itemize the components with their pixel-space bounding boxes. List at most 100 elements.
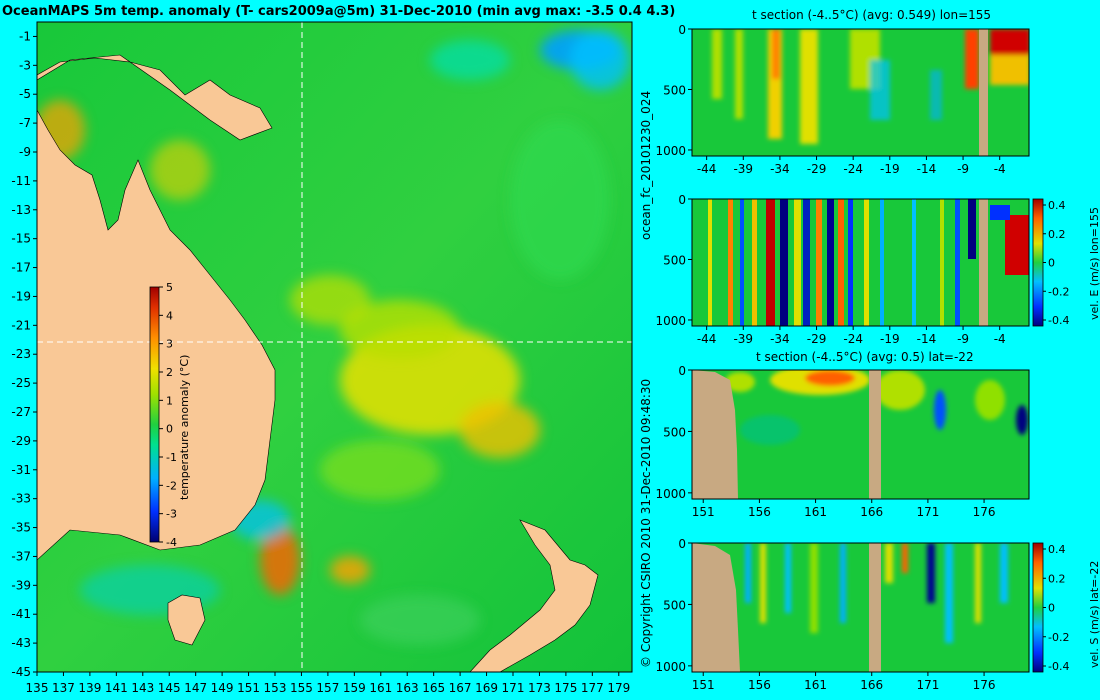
- panel-3-title: t section (-4..5°C) (avg: 0.5) lat=-22: [756, 350, 974, 364]
- vel-colorbar-tick-label: -0.4: [1048, 660, 1069, 673]
- colorbar-tick-label: -3: [166, 508, 177, 521]
- map-y-tick-label: -37: [11, 549, 31, 563]
- section-y-tick-label: 0: [678, 23, 686, 37]
- map-x-tick-label: 173: [528, 681, 551, 695]
- colorbar-tick-label: 3: [166, 338, 173, 351]
- section-x-tick-label: -24: [843, 162, 863, 176]
- vel-s-colorbar-label: vel. S (m/s) lat=-22: [1088, 560, 1100, 668]
- vel-s-colorbar: [1032, 542, 1044, 673]
- map-x-tick-label: 159: [343, 681, 366, 695]
- section-y-tick-label: 500: [663, 425, 686, 439]
- panel-t-section-lat: [692, 370, 1029, 499]
- panel-3-axes: 151 156 161 166 171 176 0 500 1000: [655, 364, 995, 519]
- section-y-tick-label: 500: [663, 598, 686, 612]
- section-x-tick-label: -14: [917, 162, 937, 176]
- map-y-tick-label: -11: [11, 174, 31, 188]
- map-x-tick-label: 177: [581, 681, 604, 695]
- map-x-tick-label: 145: [158, 681, 181, 695]
- section-x-tick-label: 161: [804, 678, 827, 692]
- map-x-tick-label: 179: [607, 681, 630, 695]
- vel-colorbar-tick-label: 0.2: [1048, 572, 1066, 585]
- section-x-tick-label: 176: [973, 505, 996, 519]
- section-y-tick-label: 500: [663, 253, 686, 267]
- section-y-tick-label: 0: [678, 364, 686, 378]
- map-y-tick-label: -31: [11, 463, 31, 477]
- map-y-tick-label: -35: [11, 521, 31, 535]
- section-x-tick-label: 156: [748, 678, 771, 692]
- section-x-tick-label: 176: [973, 678, 996, 692]
- vel-colorbar-tick-label: 0: [1048, 257, 1055, 270]
- map-x-tick-label: 157: [316, 681, 339, 695]
- vel-colorbar-tick-label: 0: [1048, 602, 1055, 615]
- section-x-tick-label: 166: [860, 505, 883, 519]
- run-label: ocean_fc_20101230_024: [639, 90, 653, 240]
- section-x-tick-label: -29: [807, 332, 827, 346]
- map-y-tick-label: -23: [11, 347, 31, 361]
- map-x-tick-label: 169: [475, 681, 498, 695]
- panel-1-title: t section (-4..5°C) (avg: 0.549) lon=155: [752, 8, 992, 22]
- map-x-tick-label: 155: [290, 681, 313, 695]
- map-y-tick-label: -45: [11, 665, 31, 679]
- section-x-tick-label: -34: [770, 162, 790, 176]
- map-x-tick-label: 149: [211, 681, 234, 695]
- map-x-tick-label: 151: [237, 681, 260, 695]
- section-x-tick-label: -14: [917, 332, 937, 346]
- section-x-tick-label: -9: [957, 162, 969, 176]
- vel-colorbar-tick-label: -0.4: [1048, 314, 1069, 327]
- map-y-tick-label: -43: [11, 636, 31, 650]
- map-x-tick-label: 147: [184, 681, 207, 695]
- map-y-tick-label: -33: [11, 492, 31, 506]
- colorbar-tick-label: 4: [166, 309, 173, 322]
- map-y-tick-label: -13: [11, 203, 31, 217]
- map-y-tick-label: -29: [11, 434, 31, 448]
- map-x-tick-label: 135: [26, 681, 49, 695]
- section-x-tick-label: -4: [994, 162, 1006, 176]
- map-x-tick-label: 167: [449, 681, 472, 695]
- map-x-tick-label: 161: [369, 681, 392, 695]
- colorbar-tick-label: -2: [166, 479, 177, 492]
- colorbar-tick-label: 5: [166, 281, 173, 294]
- panel-vel-e-section: [692, 199, 1029, 326]
- colorbar-tick-label: 1: [166, 394, 173, 407]
- section-x-tick-label: 161: [804, 505, 827, 519]
- map-field: [37, 22, 632, 672]
- map-y-tick-label: -25: [11, 376, 31, 390]
- map-y-tick-label: -3: [19, 58, 31, 72]
- map-y-tick-label: -39: [11, 578, 31, 592]
- vel-e-colorbar: [1032, 198, 1044, 327]
- colorbar-tick-label: 2: [166, 366, 173, 379]
- map-y-axis: -1 -3 -5 -7 -9 -11 -13 -15 -17 -19 -21 -23 -25 -27 -29…: [11, 29, 37, 679]
- map-x-tick-label: 163: [396, 681, 419, 695]
- map-x-tick-label: 171: [502, 681, 525, 695]
- vel-colorbar-tick-label: 0.4: [1048, 199, 1066, 212]
- vel-colorbar-tick-label: -0.2: [1048, 285, 1069, 298]
- map-x-tick-label: 137: [52, 681, 75, 695]
- colorbar-tick-label: -1: [166, 451, 177, 464]
- section-y-tick-label: 1000: [655, 314, 686, 328]
- map-y-tick-label: -41: [11, 607, 31, 621]
- section-x-tick-label: 171: [916, 678, 939, 692]
- section-x-tick-label: -39: [733, 162, 753, 176]
- section-x-tick-label: -4: [994, 332, 1006, 346]
- panel-vel-s-section: [692, 543, 1029, 672]
- vel-colorbar-tick-label: -0.2: [1048, 631, 1069, 644]
- section-y-tick-label: 1000: [655, 487, 686, 501]
- map-y-tick-label: -17: [11, 261, 31, 275]
- map-x-axis: 135 137 139 141 143 145 147 149 151 153 155 157 159 1…: [26, 672, 630, 695]
- section-y-tick-label: 0: [678, 193, 686, 207]
- section-x-tick-label: -24: [843, 332, 863, 346]
- section-y-tick-label: 0: [678, 537, 686, 551]
- section-y-tick-label: 500: [663, 83, 686, 97]
- map-x-tick-label: 139: [78, 681, 101, 695]
- section-x-tick-label: 166: [860, 678, 883, 692]
- section-x-tick-label: -44: [697, 332, 717, 346]
- section-x-tick-label: -29: [807, 162, 827, 176]
- vel-e-colorbar-label: vel. E (m/s) lon=155: [1088, 207, 1100, 320]
- section-y-tick-label: 1000: [655, 660, 686, 674]
- section-x-tick-label: 151: [692, 505, 715, 519]
- section-x-tick-label: 171: [916, 505, 939, 519]
- section-x-tick-label: -44: [697, 162, 717, 176]
- section-y-tick-label: 1000: [655, 144, 686, 158]
